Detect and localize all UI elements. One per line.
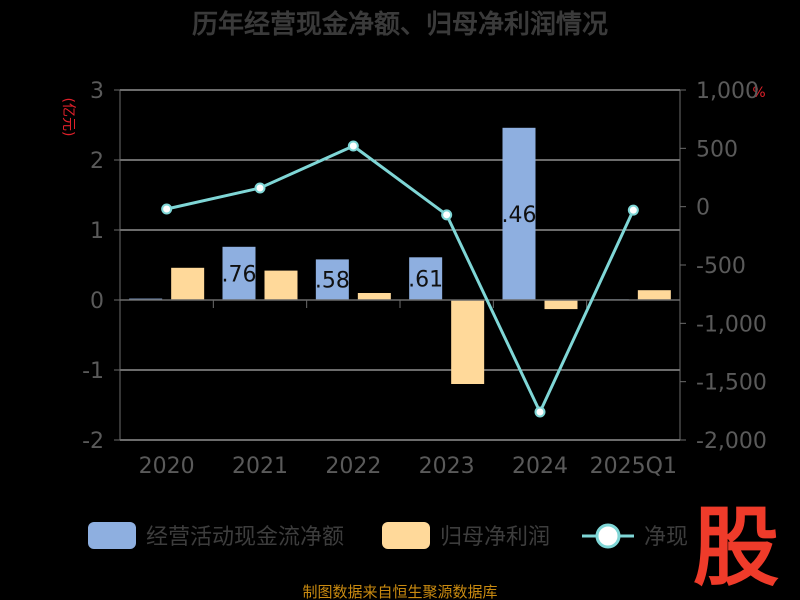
x-tick-label: 2021: [232, 454, 288, 479]
left-tick-label: -2: [82, 429, 104, 454]
right-axis-ticks: 1,000 500 0 -500 -1,000 -1,500 -2,000: [680, 79, 767, 454]
left-tick-label: -1: [82, 359, 104, 384]
line-point: [254, 182, 266, 194]
legend-line-marker: [595, 523, 621, 549]
x-axis-ticks: 2020 2021 2022 2023 2024 2025Q1: [139, 454, 677, 479]
bar-net-profit: [637, 290, 671, 300]
right-tick-label: -1,500: [696, 371, 767, 396]
left-tick-label: 2: [90, 149, 104, 174]
legend-label: 净现: [644, 525, 688, 550]
x-tick-label: 2022: [325, 454, 381, 479]
left-tick-label: 0: [90, 289, 104, 314]
legend-label: 经营活动现金流净额: [146, 525, 344, 550]
net-cash-line: [166, 144, 635, 416]
x-tick-label: 2024: [512, 454, 568, 479]
logo-mark: 股: [693, 498, 779, 598]
legend-label: 归母净利润: [440, 525, 550, 550]
legend: 经营活动现金流净额 归母净利润 净现: [88, 522, 688, 550]
x-tick-label: 2025Q1: [590, 454, 677, 479]
axes: [114, 89, 681, 441]
bar-net-profit: [357, 293, 391, 300]
bar-operating-cashflow: [409, 257, 443, 300]
bar-data-label: .58: [315, 269, 350, 294]
bar-operating-cashflow: [315, 259, 349, 300]
left-tick-label: 1: [90, 219, 104, 244]
right-tick-label: -2,000: [696, 429, 767, 454]
bar-net-profit: [171, 267, 205, 300]
left-axis-ticks: 3 2 1 0 -1 -2: [82, 79, 104, 454]
x-tick-label: 2020: [139, 454, 195, 479]
left-tick-label: 3: [90, 79, 104, 104]
data-labels: .76 .58 .61 .46: [222, 203, 537, 294]
x-tick-label: 2023: [419, 454, 475, 479]
bar-data-label: .61: [408, 268, 443, 293]
line-point: [161, 203, 173, 215]
line-point: [441, 209, 453, 221]
line-point: [534, 406, 546, 418]
line-point: [627, 204, 639, 216]
right-axis-unit: %: [752, 85, 765, 101]
bar-data-label: .76: [222, 262, 257, 287]
left-axis-unit: (亿元): [60, 98, 76, 137]
right-tick-label: 500: [696, 137, 738, 162]
bar-series: [129, 127, 671, 384]
bar-data-label: .46: [502, 203, 537, 228]
legend-swatch: [88, 522, 136, 549]
bar-net-profit: [544, 300, 578, 310]
bar-net-profit: [264, 270, 298, 300]
line-point: [347, 140, 359, 152]
bar-net-profit: [451, 300, 485, 384]
source-note: 制图数据来自恒生聚源数据库: [302, 583, 497, 600]
grid-lines: [120, 89, 680, 441]
legend-swatch: [382, 522, 430, 549]
chart-title: 历年经营现金净额、归母净利润情况: [192, 9, 608, 40]
bar-operating-cashflow: [502, 127, 536, 300]
right-tick-label: 0: [696, 196, 710, 221]
right-tick-label: 1,000: [696, 79, 759, 104]
bar-operating-cashflow: [222, 246, 256, 300]
right-tick-label: -1,000: [696, 312, 767, 337]
right-tick-label: -500: [696, 254, 746, 279]
line-series: [161, 140, 639, 418]
